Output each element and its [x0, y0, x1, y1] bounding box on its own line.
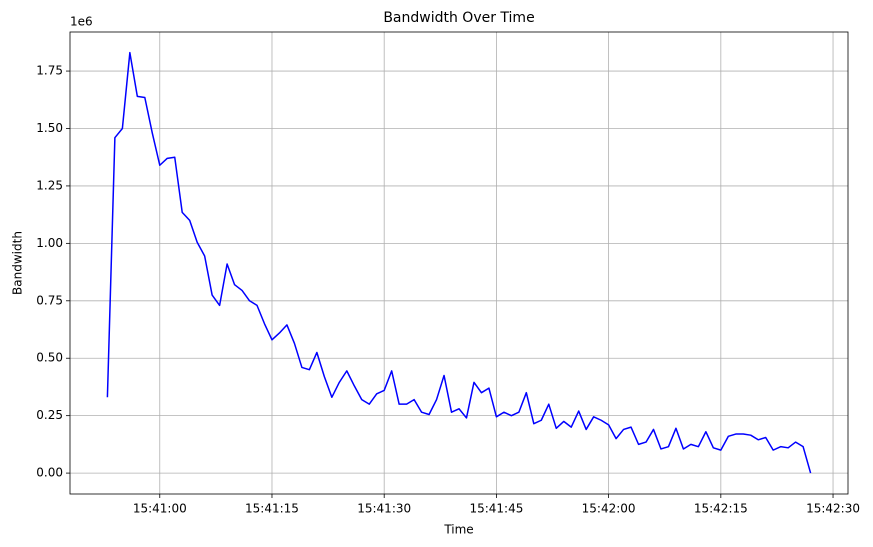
- y-axis-label: Bandwidth: [11, 231, 25, 295]
- y-tick-label: 0.50: [36, 351, 63, 365]
- x-tick-label: 15:41:30: [357, 502, 411, 516]
- plot-frame: [69, 31, 849, 495]
- x-tick-label: 15:41:15: [245, 502, 299, 516]
- y-tick-label: 0.25: [36, 408, 63, 422]
- y-tick-label: 0.75: [36, 293, 63, 307]
- y-tick-label: 0.00: [36, 466, 63, 480]
- chart-title: Bandwidth Over Time: [383, 10, 534, 26]
- y-tick-label: 1.50: [36, 121, 63, 135]
- y-tick-label: 1.00: [36, 236, 63, 250]
- x-tick-label: 15:42:15: [694, 502, 748, 516]
- x-tick-label: 15:41:45: [469, 502, 523, 516]
- data-line: [106, 51, 812, 474]
- x-tick-label: 15:42:00: [582, 502, 636, 516]
- x-axis-label: Time: [443, 523, 473, 537]
- y-tick-label: 1.25: [36, 178, 63, 192]
- x-tick-label: 15:41:00: [133, 502, 187, 516]
- y-offset-label: 1e6: [70, 15, 93, 29]
- y-tick-label: 1.75: [36, 64, 63, 78]
- x-tick-label: 15:42:30: [806, 502, 860, 516]
